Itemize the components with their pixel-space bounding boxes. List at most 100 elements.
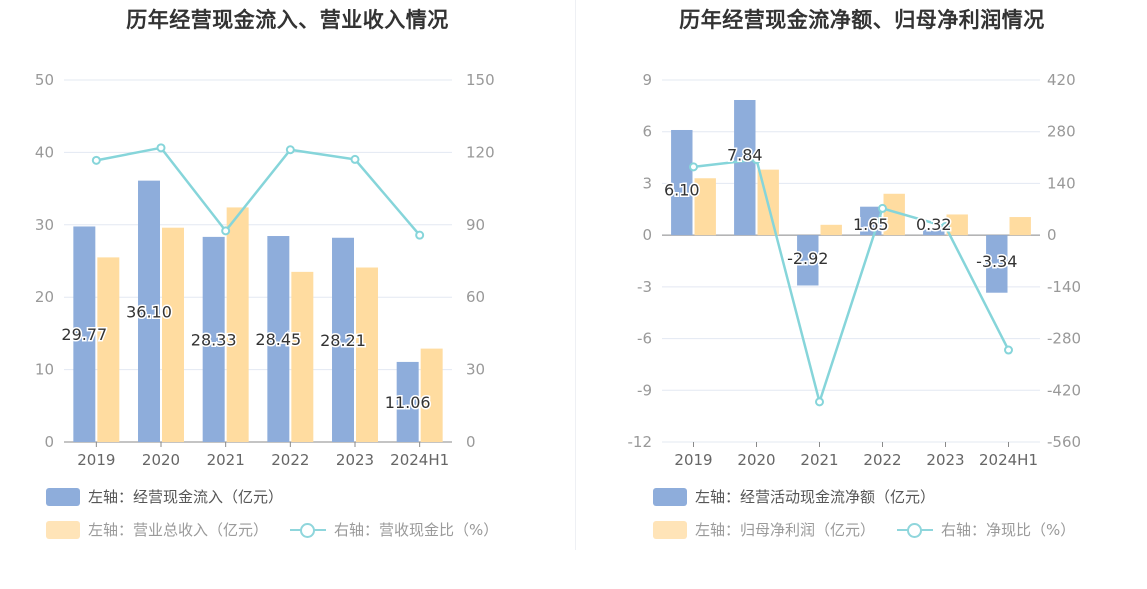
y-tick-label-left: 10 — [35, 361, 54, 379]
legend-label: 净现比（%） — [986, 521, 1076, 539]
legend-label: 经营活动现金流净额（亿元） — [740, 488, 936, 506]
ratio-point — [1004, 345, 1013, 355]
legend-swatch — [653, 487, 687, 506]
y-tick-label-left: 0 — [44, 433, 54, 451]
x-tick-label: 2020 — [142, 451, 180, 469]
legend-item-ratio[interactable]: 右轴： 营收现金比（%） — [290, 519, 498, 540]
y-tick-label-right: -140 — [1047, 278, 1081, 296]
legend-row: 左轴： 归母净利润（亿元） 右轴： 净现比（%） — [653, 519, 1075, 540]
y-tick-label-right: 90 — [466, 216, 485, 234]
bar — [162, 227, 184, 442]
legend-prefix: 左轴： — [88, 521, 134, 539]
bar — [138, 180, 160, 443]
bar — [291, 271, 314, 442]
ratio-point — [815, 397, 824, 407]
ratio-point — [878, 203, 887, 213]
y-tick-label-right: 0 — [466, 433, 476, 451]
bar — [332, 237, 354, 442]
legend-item-ratio[interactable]: 右轴： 净现比（%） — [897, 519, 1075, 540]
legend-prefix: 右轴： — [941, 521, 987, 539]
x-tick-label: 2023 — [336, 451, 374, 469]
y-tick-label-left: -9 — [637, 381, 652, 399]
ratio-point — [285, 145, 295, 155]
x-tick-label: 2021 — [207, 451, 245, 469]
x-tick-label: 2024H1 — [979, 451, 1038, 469]
legend-prefix: 右轴： — [334, 521, 380, 539]
y-tick-label-right: -420 — [1047, 381, 1081, 399]
bar — [797, 235, 819, 286]
line-marker-icon — [897, 521, 934, 539]
bar — [73, 226, 96, 442]
y-tick-label-left: 20 — [35, 288, 54, 306]
legend-swatch — [46, 487, 80, 506]
line-marker-icon — [290, 521, 327, 539]
bar — [734, 99, 756, 236]
ratio-point — [941, 221, 950, 231]
ratio-point — [221, 226, 231, 236]
legend-item-net-profit[interactable]: 左轴： 归母净利润（亿元） — [653, 519, 875, 540]
ratio-point — [156, 143, 166, 153]
x-tick-label: 2020 — [737, 451, 775, 469]
panel-divider — [575, 0, 576, 550]
bar — [671, 129, 693, 236]
bar-data-label: 29.77 — [61, 325, 107, 344]
y-tick-label-left: 3 — [642, 174, 652, 192]
bar — [1009, 217, 1031, 236]
legend-label: 营业总收入（亿元） — [133, 521, 269, 539]
bar — [923, 229, 945, 236]
x-tick-label: 2021 — [800, 451, 838, 469]
y-tick-label-right: 150 — [466, 71, 495, 89]
legend-item-inflow[interactable]: 左轴： 经营现金流入（亿元） — [46, 486, 283, 507]
bar-data-label: 11.06 — [385, 393, 431, 412]
bar-data-label: -2.92 — [787, 249, 828, 268]
y-tick-label-right: 280 — [1047, 123, 1076, 141]
legend-label: 归母净利润（亿元） — [740, 521, 876, 539]
bar-data-label: 7.84 — [727, 146, 763, 165]
chart-title: 历年经营现金流净额、归母净利润情况 — [679, 8, 1045, 32]
legend-row: 左轴： 营业总收入（亿元） 右轴： 营收现金比（%） — [46, 519, 498, 540]
chart-title: 历年经营现金流入、营业收入情况 — [126, 8, 449, 32]
y-tick-label-left: -6 — [637, 330, 652, 348]
legend-prefix: 左轴： — [88, 488, 134, 506]
ratio-point — [91, 155, 101, 165]
chart-panel-net-cash: 历年经营现金流净额、归母净利润情况 9 420 6 280 3 140 0 0 -3 -140 -6… — [577, 0, 1147, 560]
y-tick-label-left: 30 — [35, 216, 54, 234]
chart-panel-cash-inflow: 历年经营现金流入、营业收入情况 50 150 40 120 30 90 20 60 10 30 0 0… — [0, 0, 575, 560]
bar — [986, 235, 1008, 293]
bar-data-label: 28.45 — [255, 330, 301, 349]
y-tick-label-left: 40 — [35, 143, 54, 161]
bar-data-label: 6.10 — [664, 181, 700, 200]
legend-item-net-cash[interactable]: 左轴： 经营活动现金流净额（亿元） — [653, 486, 935, 507]
bar-data-label: 0.32 — [916, 215, 952, 234]
ratio-point — [689, 162, 698, 172]
bar — [356, 267, 378, 442]
x-tick-label: 2022 — [863, 451, 901, 469]
ratio-point — [752, 155, 761, 165]
legend-item-revenue[interactable]: 左轴： 营业总收入（亿元） — [46, 519, 268, 540]
bar — [883, 193, 905, 236]
y-tick-label-left: -12 — [628, 433, 653, 451]
bar — [267, 236, 290, 442]
legend-label: 经营现金流入（亿元） — [133, 488, 284, 506]
x-tick-label: 2023 — [926, 451, 964, 469]
y-tick-label-right: -560 — [1047, 433, 1081, 451]
ratio-point — [350, 154, 360, 164]
y-tick-label-right: 120 — [466, 143, 495, 161]
y-tick-label-left: 0 — [642, 226, 652, 244]
y-tick-label-left: 9 — [642, 71, 652, 89]
legend-label: 营收现金比（%） — [379, 521, 499, 539]
chart-canvas: 50 150 40 120 30 90 20 60 10 30 0 0 2019 2020 2021 2022… — [35, 71, 495, 469]
x-tick-label: 2024H1 — [390, 451, 449, 469]
y-tick-label-right: 60 — [466, 288, 485, 306]
bar-data-label: 1.65 — [853, 215, 889, 234]
y-tick-label-left: 6 — [642, 123, 652, 141]
bar — [226, 207, 249, 442]
bar — [202, 236, 225, 442]
bar — [946, 214, 968, 236]
y-tick-label-right: 30 — [466, 361, 485, 379]
bar — [694, 178, 716, 236]
bar-data-label: 28.21 — [320, 331, 366, 350]
bar — [396, 361, 419, 442]
legend-swatch — [653, 520, 687, 539]
y-tick-label-left: -3 — [637, 278, 652, 296]
